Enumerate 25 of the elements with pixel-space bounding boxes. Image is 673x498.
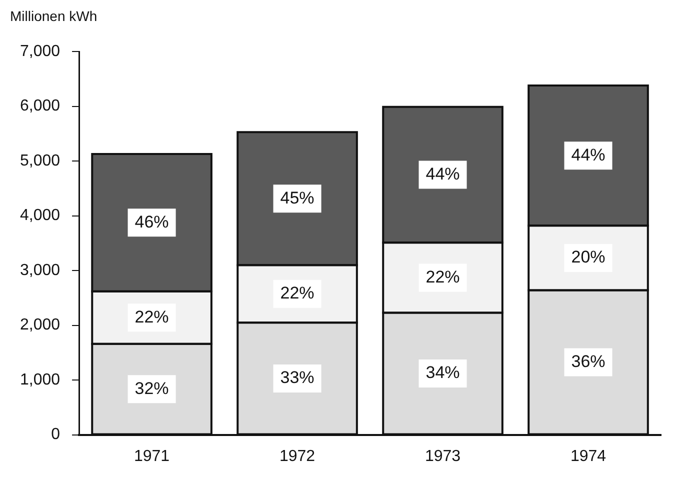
y-tick-label: 5,000 xyxy=(20,152,60,170)
x-tick-label: 1973 xyxy=(424,448,461,465)
y-tick-label: 1,000 xyxy=(20,371,60,388)
y-tick-label: 6,000 xyxy=(20,98,60,115)
annotation: 45% xyxy=(280,188,314,208)
x-tick-label: 1972 xyxy=(279,448,316,465)
annotation: 22% xyxy=(426,267,460,286)
annotation: 46% xyxy=(134,212,169,232)
y-tick-label: 3,000 xyxy=(20,262,60,279)
annotation: 22% xyxy=(280,284,314,303)
annotation: 22% xyxy=(134,307,169,326)
x-tick-label: 1971 xyxy=(134,448,170,465)
annotation: 44% xyxy=(426,164,460,184)
annotation: 32% xyxy=(134,378,169,398)
annotation: 20% xyxy=(571,248,606,267)
annotation: 34% xyxy=(426,363,460,382)
annotation: 44% xyxy=(571,145,606,164)
y-tick-label: 2,000 xyxy=(20,316,60,334)
y-tick-label: 0 xyxy=(51,426,60,444)
y-tick-label: 4,000 xyxy=(20,207,60,224)
x-tick-label: 1974 xyxy=(570,448,606,465)
annotation: 33% xyxy=(280,368,314,388)
annotation: 36% xyxy=(571,352,606,371)
y-tick-label: 7,000 xyxy=(20,43,60,60)
y-axis-title: Millionen kWh xyxy=(10,8,98,26)
